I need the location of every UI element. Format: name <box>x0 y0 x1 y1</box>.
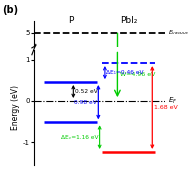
Text: 0.98 eV: 0.98 eV <box>74 100 97 105</box>
Text: $E_{vacuum}$: $E_{vacuum}$ <box>168 28 188 37</box>
Text: (b): (b) <box>2 5 18 15</box>
Text: ΔE₁=0.46 eV: ΔE₁=0.46 eV <box>106 70 144 75</box>
Text: P: P <box>68 16 73 25</box>
Text: 1.68 eV: 1.68 eV <box>154 105 177 110</box>
Text: 0.52 eV: 0.52 eV <box>75 89 97 94</box>
Text: $E_F$: $E_F$ <box>168 96 177 106</box>
Text: W=4.96 eV: W=4.96 eV <box>120 72 155 77</box>
Text: PbI₂: PbI₂ <box>120 16 137 25</box>
Text: ΔEᵥ=1.16 eV: ΔEᵥ=1.16 eV <box>61 135 98 140</box>
Y-axis label: Energy (eV): Energy (eV) <box>11 85 20 130</box>
